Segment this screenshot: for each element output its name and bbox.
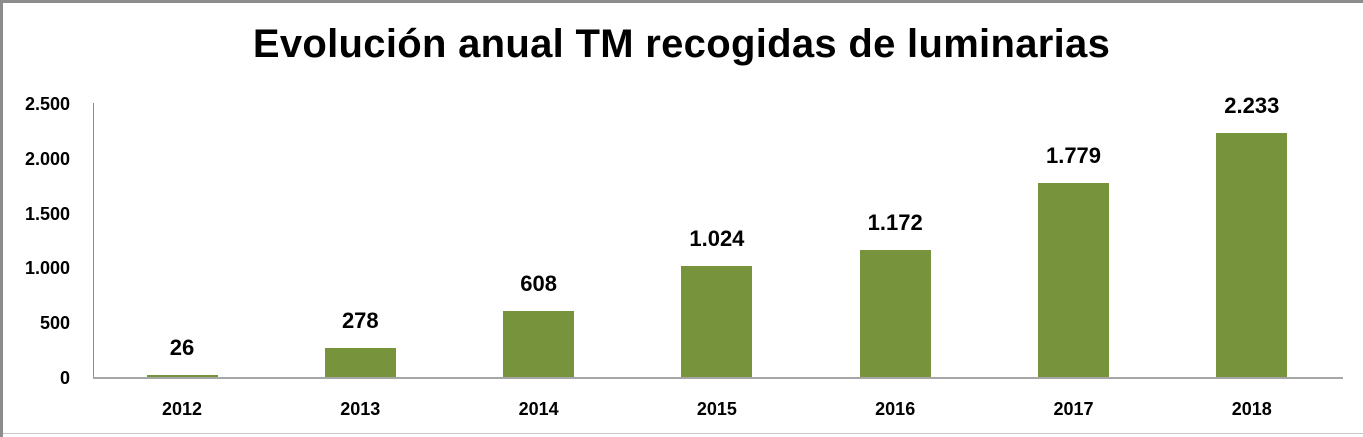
bar-value-label: 278 [341, 307, 379, 333]
y-tick-label: 0 [59, 368, 70, 388]
y-tick-label: 1.000 [24, 258, 70, 279]
bottom-border [3, 433, 1363, 434]
bar-2015 [681, 265, 753, 378]
bar-value-label: 26 [169, 335, 195, 361]
bar-2013 [324, 347, 396, 378]
x-tick-label: 2013 [340, 399, 381, 419]
bar-2017 [1038, 183, 1109, 378]
bar-2014 [503, 311, 575, 378]
bar-2018 [1216, 133, 1288, 378]
y-tick-label: 500 [39, 313, 70, 334]
y-axis-line [93, 103, 94, 379]
x-tick-label: 2014 [518, 399, 559, 419]
bar-value-label: 1.779 [1045, 143, 1102, 169]
y-tick-label: 2.500 [24, 94, 70, 114]
x-tick-label: 2016 [875, 399, 916, 419]
bar-2012 [146, 375, 218, 378]
chart-title: Evolución anual TM recogidas de luminari… [252, 22, 1111, 66]
x-tick-label: 2015 [696, 399, 737, 419]
bar-2016 [859, 249, 931, 378]
x-tick-label: 2012 [161, 399, 203, 419]
x-axis-line [93, 377, 1343, 379]
y-tick-label: 1.500 [24, 203, 70, 224]
bar-value-label: 1.172 [867, 209, 923, 235]
y-tick-label: 2.000 [24, 148, 70, 169]
bar-value-label: 2.233 [1224, 93, 1280, 119]
x-tick-label: 2017 [1053, 399, 1094, 419]
bar-value-label: 1.024 [689, 225, 745, 251]
x-tick-label: 2018 [1231, 399, 1272, 419]
bar-value-label: 608 [520, 271, 557, 297]
